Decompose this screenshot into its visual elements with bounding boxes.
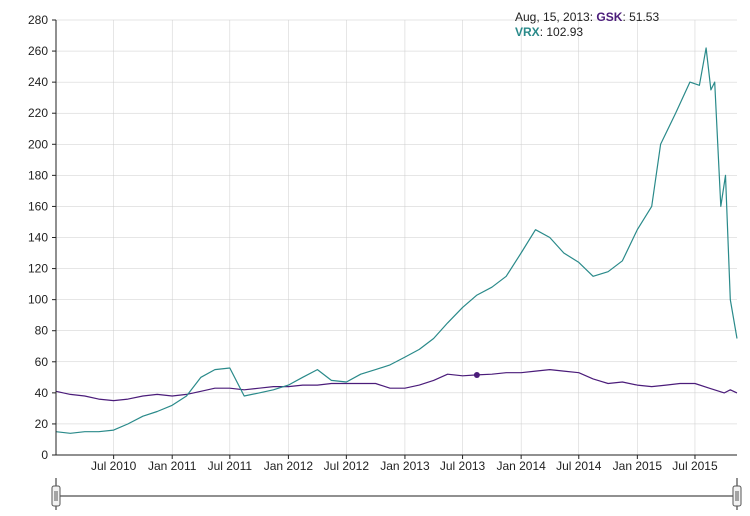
y-tick-label: 60 [35,355,49,369]
range-navigator[interactable] [51,478,742,510]
x-tick-label: Jul 2011 [208,459,253,473]
y-tick-label: 240 [28,75,48,89]
tooltip-line-gsk: Aug, 15, 2013: GSK: 51.53 [515,10,659,25]
x-tick-label: Jul 2010 [91,459,137,473]
tooltip-gsk-value: : 51.53 [622,10,660,24]
navigator-right-handle[interactable] [732,485,742,507]
hover-marker [473,371,480,378]
x-tick-label: Jul 2012 [324,459,370,473]
hover-point-gsk [473,371,480,378]
x-tick-label: Jan 2013 [380,459,430,473]
y-tick-label: 220 [28,106,48,120]
series-lines [55,47,738,434]
tooltip-date: Aug, 15, 2013: [515,10,594,24]
tooltip-vrx-value: : 102.93 [539,25,584,39]
tick-labels: 0 20 40 60 80 100 120 140 160 180 200 220 240 260 280 J… [28,13,718,473]
x-tick-label: Jan 2014 [496,459,546,473]
hover-tooltip: Aug, 15, 2013: GSK: 51.53 VRX: 102.93 [515,10,659,40]
y-tick-label: 200 [28,137,48,151]
y-tick-label: 120 [28,262,48,276]
y-tick-label: 20 [35,417,49,431]
x-tick-label: Jan 2015 [613,459,663,473]
series-line-gsk[interactable] [55,369,738,402]
x-tick-label: Jan 2011 [148,459,197,473]
y-tick-label: 140 [28,231,48,245]
y-tick-label: 280 [28,13,48,27]
axes [52,19,737,459]
y-tick-label: 100 [28,293,48,307]
y-tick-label: 80 [35,324,49,338]
navigator-left-handle[interactable] [51,485,61,507]
tooltip-vrx-name: VRX [515,25,540,39]
series-line-vrx[interactable] [55,47,738,434]
y-tick-label: 0 [41,448,48,462]
x-tick-label: Jul 2013 [440,459,486,473]
y-tick-label: 40 [35,386,49,400]
y-tick-label: 260 [28,44,48,58]
tooltip-gsk-name: GSK [596,10,623,24]
x-tick-label: Jul 2015 [672,459,718,473]
x-tick-label: Jul 2014 [556,459,602,473]
y-tick-label: 160 [28,199,48,213]
x-tick-label: Jan 2012 [264,459,314,473]
tooltip-line-vrx: VRX: 102.93 [515,25,659,40]
y-tick-label: 180 [28,168,48,182]
